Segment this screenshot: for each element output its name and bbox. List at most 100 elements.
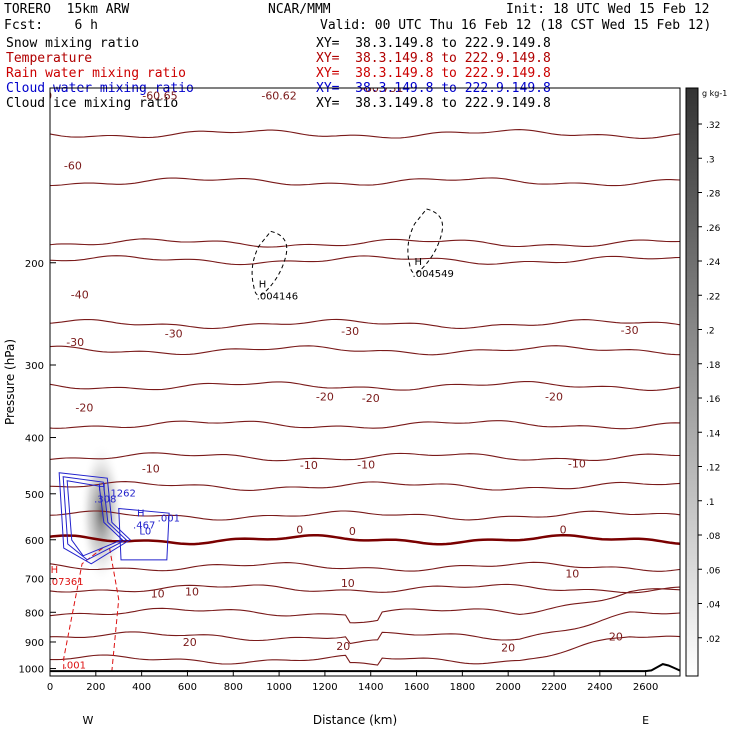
end-label-west: W [83,714,94,727]
isotherm-label: 20 [183,636,197,649]
y-axis-label: Pressure (hPa) [3,339,17,425]
isotherm-0 [50,533,680,546]
snow-max-value: .004146 [257,291,298,302]
isotherm-label: -20 [545,391,563,404]
isotherm-label: -10 [357,458,375,471]
isotherm-14 [50,588,680,624]
colorbar-tick-label: .32 [706,121,720,131]
isotherm-16 [50,635,680,666]
mixing-ratio-shading [79,443,124,584]
colorbar-tick-label: .04 [706,601,721,611]
isotherm-label: -10 [300,459,318,472]
isotherm--20 [50,420,680,430]
isotherm-label: 10 [185,586,199,599]
isotherm-label: -20 [316,391,334,404]
colorbar-tick-label: .02 [706,635,720,645]
cloud-water-contour-0 [58,472,131,565]
isotherm-3 [50,255,680,266]
isotherm-label: 0 [349,525,356,538]
colorbar-tick-label: .3 [706,155,715,165]
snow-contour [251,230,288,296]
rain-contour-west [63,547,103,672]
x-tick-label: 1800 [450,682,475,693]
isotherm-8 [50,452,680,462]
x-tick-label: 800 [224,682,243,693]
cloud-water-contour-2 [66,480,124,557]
cloud-water-contour-1 [62,476,128,561]
y-tick-label: 600 [25,536,44,547]
y-tick-label: 700 [25,575,44,586]
rain-contour-east [109,547,120,672]
cloud-water-max-label: H [137,508,145,519]
cloud-water-label: L0 [139,527,151,538]
x-tick-label: 400 [132,682,151,693]
isotherm-label: -30 [165,328,183,341]
x-tick-label: 2600 [633,682,658,693]
colorbar-tick-label: .16 [706,395,721,405]
isotherm-label: 0 [560,523,567,536]
x-tick-label: 2200 [541,682,566,693]
forecast-hour: Fcst: 6 h [4,18,98,33]
field-rain-name: Rain water mixing ratio [6,66,187,81]
colorbar-tick-label: .22 [706,292,720,302]
field-temperature-xy: XY= 38.3.149.8 to 222.9.149.8 [316,51,551,66]
isotherm--10 [50,481,680,491]
colorbar [685,87,699,677]
isotherm-label: -20 [75,401,93,414]
colorbar-unit: g kg-1 [702,89,727,98]
x-tick-label: 200 [86,682,105,693]
cloud-water-contour-east [118,507,170,561]
field-cloudice-name: Cloud ice mixing ratio [6,96,179,111]
isotherm--40 [50,318,680,330]
x-tick-label: 1400 [358,682,383,693]
isotherm-label: 20 [336,640,350,653]
isotherm-1 [50,177,680,187]
rain-max-value: .07361 [49,577,84,588]
x-tick-label: 0 [47,682,53,693]
org-title: NCAR/MMM [268,2,331,17]
isotherm-12 [50,561,680,572]
isotherm-6 [50,380,680,391]
rain-max-label: H [51,565,59,576]
x-tick-label: 2000 [495,682,520,693]
x-tick-label: 1200 [312,682,337,693]
isotherm-label: 20 [501,642,515,655]
isotherm-label: -30 [341,325,359,338]
y-tick-label: 500 [25,490,44,501]
isotherm-label: -20 [362,392,380,405]
cloud-water-max-value: .308 [94,494,116,505]
field-temperature-name: Temperature [6,51,93,66]
y-tick-label: 800 [25,608,44,619]
isotherm-label: -40 [71,289,89,302]
isotherm-label: -10 [568,457,586,470]
isotherm-label: -10 [142,462,160,475]
x-tick-label: 600 [178,682,197,693]
isotherm-label: 10 [341,577,355,590]
end-label-east: E [642,714,649,727]
isotherm-label: -50 [34,89,52,102]
isotherm-label: -60.62 [261,89,296,102]
colorbar-tick-label: .14 [706,429,721,439]
field-snow-name: Snow mixing ratio [6,36,140,51]
field-rain-xy: XY= 38.3.149.8 to 222.9.149.8 [316,66,551,81]
isotherm-label: -30 [621,324,639,337]
y-tick-label: 200 [25,259,44,270]
plot-frame [49,87,681,677]
snow-max-value: .004549 [413,269,454,280]
x-tick-label: 1000 [266,682,291,693]
isotherm-2 [50,238,680,248]
isotherm-label: -30 [66,336,84,349]
isotherm-label: 20 [609,630,623,643]
colorbar-tick-label: .06 [706,566,721,576]
isotherm-20 [50,611,680,645]
model-title: TORERO 15km ARW [4,2,130,17]
isotherm-label: 10 [565,568,579,581]
colorbar-tick-label: .2 [706,327,715,337]
isotherm-label: -60.731 [361,82,403,95]
snow-max-label: H [259,279,267,290]
colorbar-tick-label: .26 [706,224,721,234]
cloud-water-max-label: H [98,482,106,493]
field-snow-xy: XY= 38.3.149.8 to 222.9.149.8 [316,36,551,51]
isotherm-label: 0 [296,523,303,536]
cloud-water-max-value: .467 [133,520,155,531]
